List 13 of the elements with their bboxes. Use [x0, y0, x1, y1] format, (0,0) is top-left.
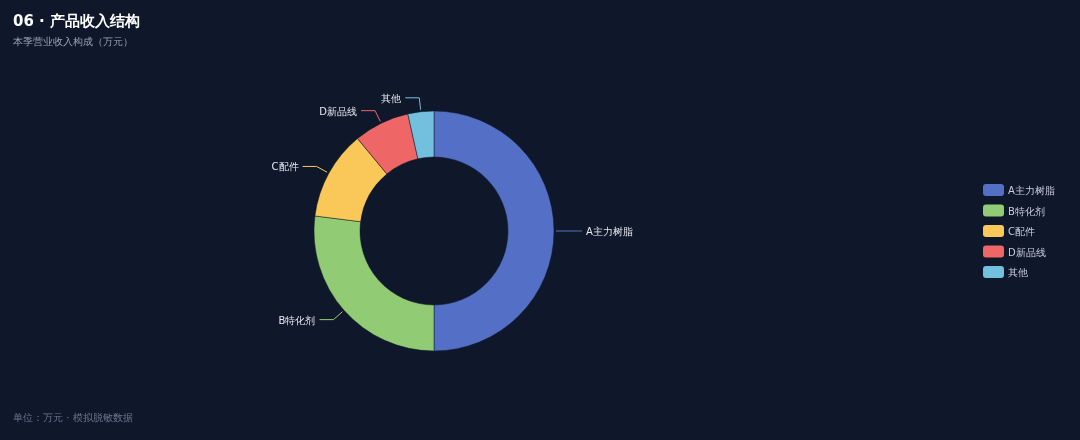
slice-label: 其他 [381, 92, 402, 104]
legend-label: 其他 [1008, 267, 1028, 278]
slice-label: C配件 [271, 161, 299, 173]
slice-label: B特化剂 [278, 314, 316, 326]
legend-label: C配件 [1008, 226, 1035, 237]
text: 单位：万元 · 模拟脱敏数据 [13, 412, 133, 423]
slice-label: A主力树脂 [586, 226, 633, 237]
legend-label: D新品线 [1008, 246, 1046, 258]
legend-label: A主力树脂 [1008, 185, 1055, 196]
slice-label: D新品线 [319, 105, 358, 117]
text: 本季营业收入构成（万元） [13, 36, 133, 47]
legend-label: B特化剂 [1008, 205, 1045, 217]
text: 06 · 产品收入结构 [13, 12, 141, 30]
